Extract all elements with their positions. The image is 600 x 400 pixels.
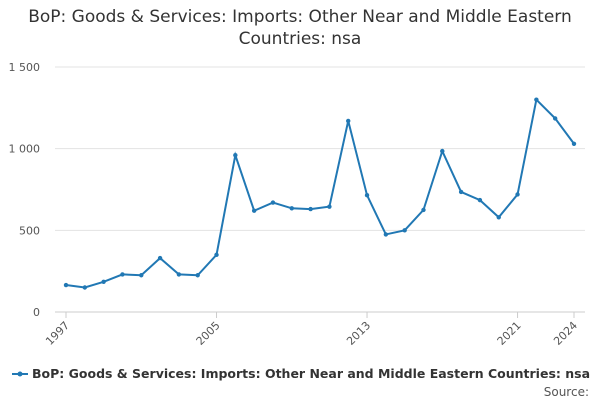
x-tick-label: 2013 <box>344 319 373 348</box>
point <box>233 153 238 158</box>
legend-label: BoP: Goods & Services: Imports: Other Ne… <box>32 366 590 381</box>
point <box>63 282 69 288</box>
point <box>327 204 332 209</box>
y-tick-label: 500 <box>19 224 40 237</box>
y-tick-label: 0 <box>33 306 40 319</box>
source: Source: <box>544 385 589 399</box>
series-line <box>65 97 575 289</box>
x-tick-label: 2021 <box>495 319 524 348</box>
point <box>477 197 483 203</box>
point <box>214 252 219 258</box>
point <box>364 193 370 198</box>
legend-symbol <box>17 371 23 377</box>
point <box>515 192 520 197</box>
point <box>308 206 313 212</box>
point <box>195 273 200 278</box>
chart-title: BoP: Goods & Services: Imports: Other Ne… <box>28 7 572 49</box>
x-tick-label: 2024 <box>551 319 580 348</box>
point <box>157 255 163 261</box>
point <box>440 148 445 154</box>
plot: 0 500 1 000 1 500 1997 2005 2013 2021 2024 BoP: G… <box>9 61 591 399</box>
point <box>421 207 426 213</box>
y-tick-label: 1 500 <box>9 61 41 74</box>
point <box>289 206 294 211</box>
point <box>139 273 144 278</box>
point <box>82 285 88 290</box>
point <box>101 279 106 284</box>
point <box>458 189 464 195</box>
y-tick-label: 1 000 <box>9 143 41 156</box>
x-tick-label: 2005 <box>194 319 223 348</box>
point <box>120 272 125 277</box>
point <box>571 141 577 146</box>
point <box>346 118 351 124</box>
point <box>383 232 389 237</box>
point <box>270 200 276 205</box>
x-tick-label: 1997 <box>43 319 72 348</box>
point <box>176 272 182 277</box>
point <box>534 97 539 102</box>
point <box>251 208 257 213</box>
point <box>496 215 501 220</box>
point <box>552 116 558 121</box>
point <box>402 228 407 233</box>
